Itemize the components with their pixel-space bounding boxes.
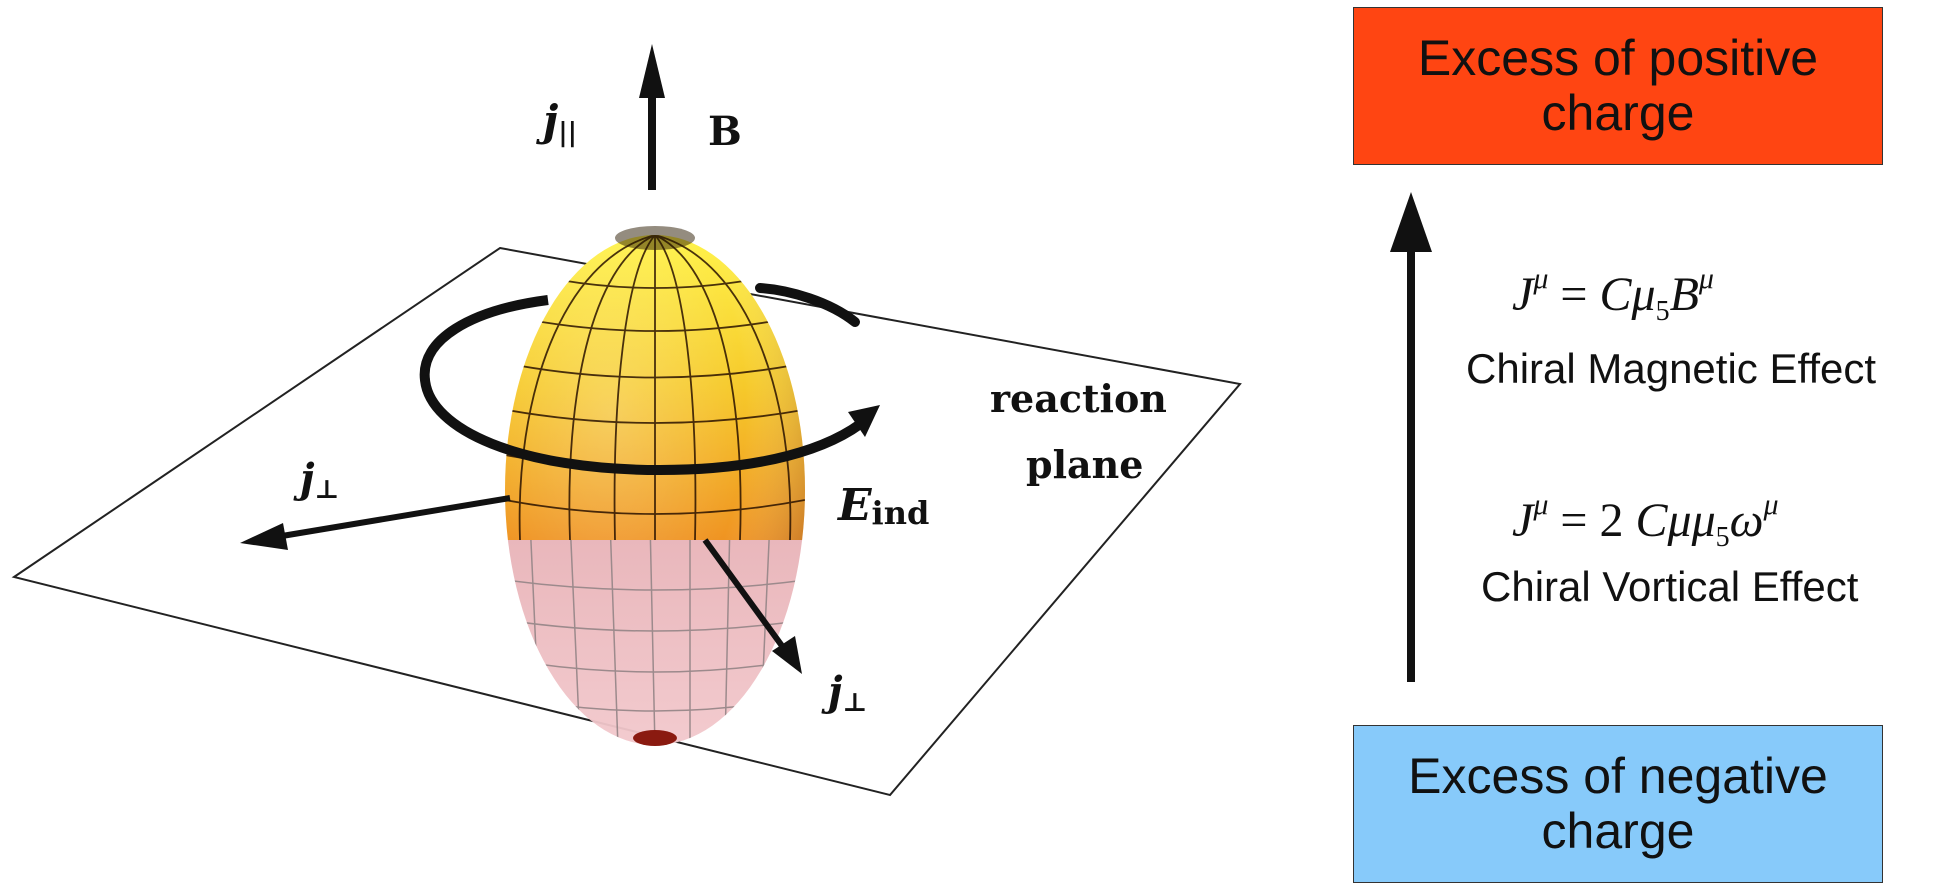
reaction-plane-label-1: reaction [990, 376, 1167, 421]
e-ind-label: Eind [836, 480, 929, 532]
cve-equation: Jμ = 2 Cμμ5ωμ [1512, 488, 1779, 553]
positive-charge-box: Excess of positive charge [1353, 7, 1883, 165]
cve-label: Chiral Vortical Effect [1481, 563, 1859, 610]
negative-charge-box: Excess of negative charge [1353, 725, 1883, 883]
j-perp-right-arrow [702, 538, 802, 674]
j-parallel-label: j|| [536, 96, 577, 148]
reaction-plane-label-2: plane [1026, 442, 1143, 487]
rotation-ring-back [755, 283, 860, 327]
b-field-arrow [639, 44, 665, 190]
negative-charge-text: Excess of negative charge [1408, 748, 1828, 859]
cme-equation: Jμ = Cμ5Bμ [1512, 262, 1714, 327]
cme-label: Chiral Magnetic Effect [1466, 345, 1877, 392]
positive-charge-text: Excess of positive charge [1417, 30, 1819, 141]
ellipsoid-lower [505, 540, 805, 746]
j-perp-left-arrow [240, 495, 511, 550]
charge-separation-arrow [1390, 192, 1432, 682]
b-label: B [708, 108, 742, 155]
rotation-ring-front [420, 375, 873, 476]
